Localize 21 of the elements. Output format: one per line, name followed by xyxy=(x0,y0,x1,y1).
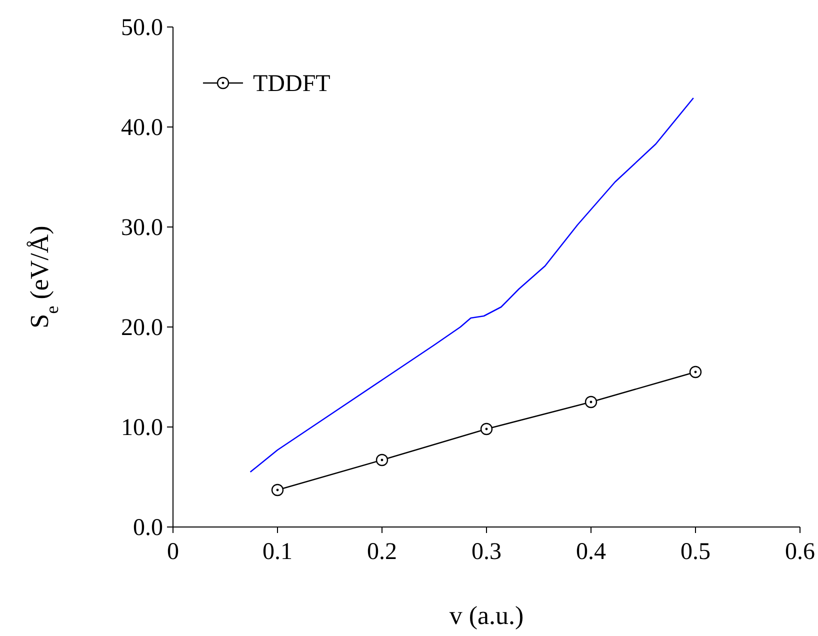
x-tick-label: 0.6 xyxy=(785,539,815,565)
point xyxy=(480,422,493,436)
y-tick-label: 0.0 xyxy=(133,515,163,541)
y-tick-label: 20.0 xyxy=(121,315,163,341)
x-tick-label: 0.2 xyxy=(367,539,397,565)
legend-label: TDDFT xyxy=(253,71,331,97)
point xyxy=(376,454,388,466)
y-tick-label: 10.0 xyxy=(121,415,163,441)
x-tick-label: 0 xyxy=(167,539,179,565)
x-axis-title: v (a.u.) xyxy=(449,601,524,630)
x-tick-label: 0.4 xyxy=(576,539,606,565)
line-series xyxy=(250,97,694,473)
y-tick-label: 50.0 xyxy=(121,15,163,41)
point xyxy=(271,484,284,496)
x-tick-label: 0.1 xyxy=(262,539,292,565)
y-tick-label: 40.0 xyxy=(121,115,163,141)
point xyxy=(584,396,598,408)
x-tick-label: 0.5 xyxy=(680,539,710,565)
y-tick-label: 30.0 xyxy=(121,215,163,241)
x-tick-label: 0.3 xyxy=(472,539,502,565)
point xyxy=(689,366,702,378)
